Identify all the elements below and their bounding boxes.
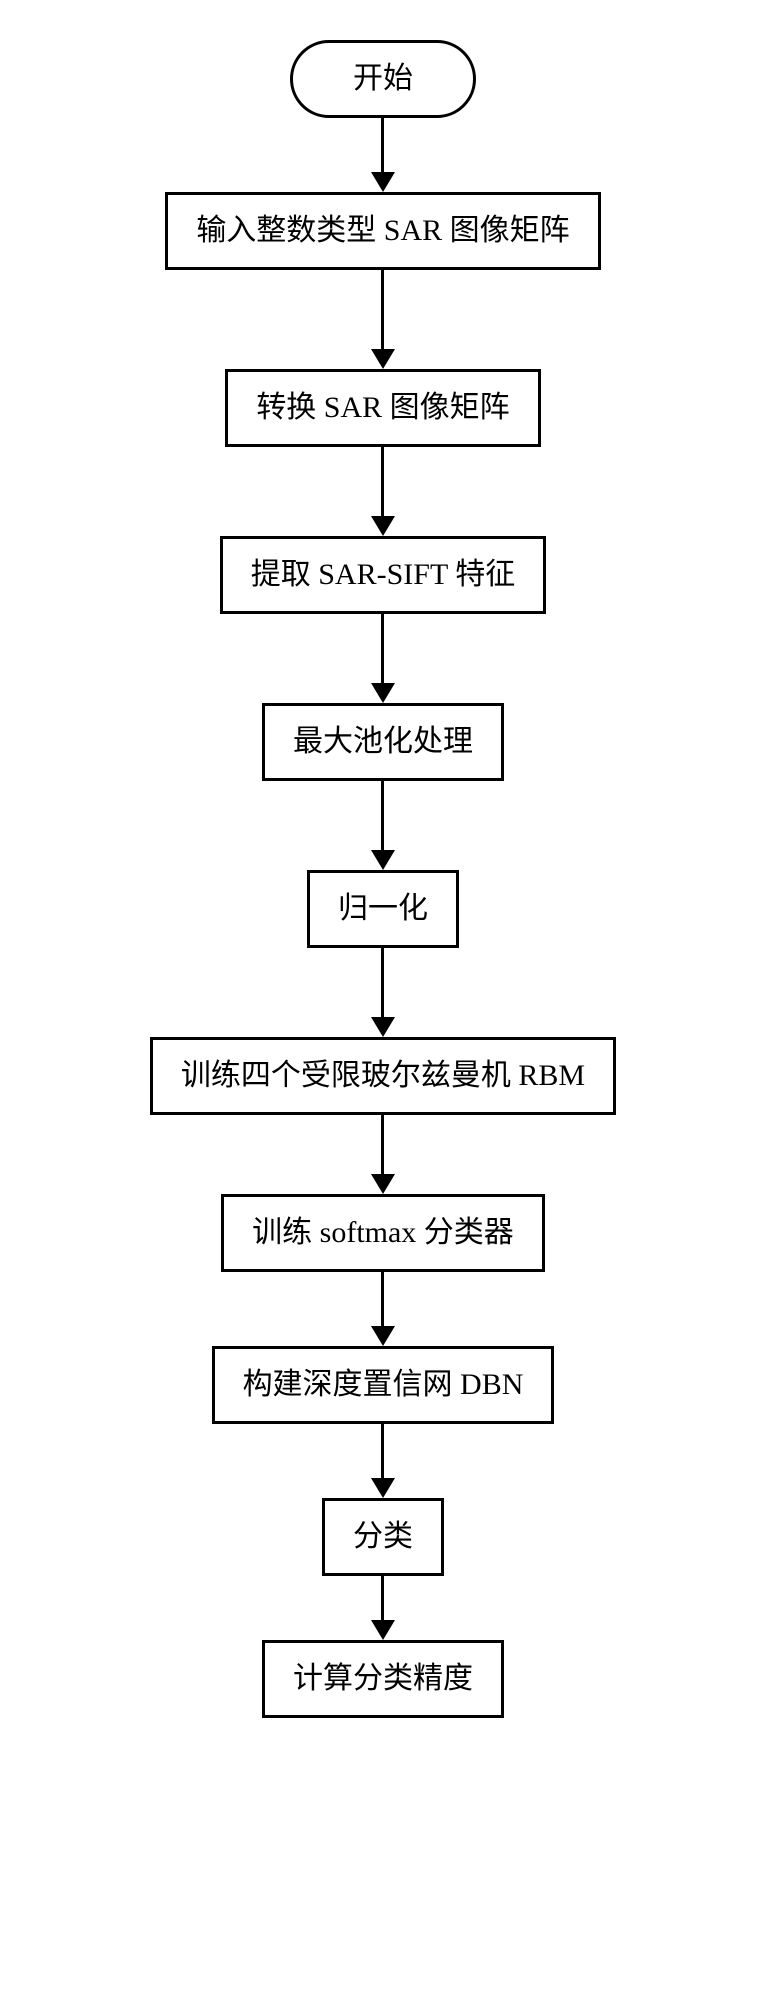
flow-node-n3: 提取 SAR-SIFT 特征	[220, 536, 547, 614]
arrow-down-icon	[371, 118, 395, 192]
flow-node-n8: 构建深度置信网 DBN	[212, 1346, 555, 1424]
arrow-down-icon	[371, 614, 395, 703]
flow-node-n9: 分类	[322, 1498, 444, 1576]
flow-node-n0: 开始	[290, 40, 476, 118]
flow-node-n2: 转换 SAR 图像矩阵	[225, 369, 540, 447]
flow-node-n7: 训练 softmax 分类器	[221, 1194, 545, 1272]
arrow-down-icon	[371, 781, 395, 870]
arrow-down-icon	[371, 1115, 395, 1194]
flow-node-n6: 训练四个受限玻尔兹曼机 RBM	[150, 1037, 616, 1115]
flowchart: 开始输入整数类型 SAR 图像矩阵转换 SAR 图像矩阵提取 SAR-SIFT …	[150, 40, 616, 1718]
arrow-down-icon	[371, 447, 395, 536]
arrow-down-icon	[371, 1424, 395, 1498]
flow-node-n10: 计算分类精度	[262, 1640, 504, 1718]
arrow-down-icon	[371, 270, 395, 369]
flow-node-n5: 归一化	[307, 870, 459, 948]
flow-node-n4: 最大池化处理	[262, 703, 504, 781]
arrow-down-icon	[371, 1272, 395, 1346]
arrow-down-icon	[371, 948, 395, 1037]
arrow-down-icon	[371, 1576, 395, 1640]
flow-node-n1: 输入整数类型 SAR 图像矩阵	[165, 192, 600, 270]
